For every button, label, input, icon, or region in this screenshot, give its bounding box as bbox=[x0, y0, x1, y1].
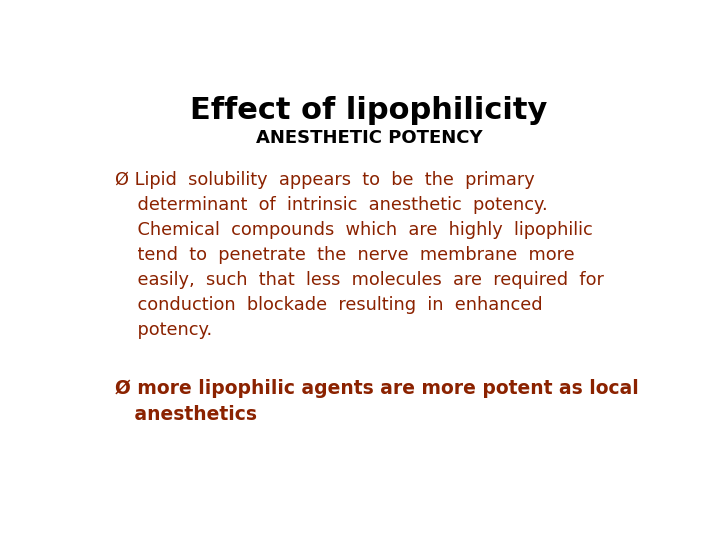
Text: Ø more lipophilic agents are more potent as local
   anesthetics: Ø more lipophilic agents are more potent… bbox=[115, 379, 639, 424]
Text: Effect of lipophilicity: Effect of lipophilicity bbox=[190, 96, 548, 125]
Text: Ø Lipid  solubility  appears  to  be  the  primary
    determinant  of  intrinsi: Ø Lipid solubility appears to be the pri… bbox=[115, 171, 604, 339]
Text: ANESTHETIC POTENCY: ANESTHETIC POTENCY bbox=[256, 129, 482, 147]
